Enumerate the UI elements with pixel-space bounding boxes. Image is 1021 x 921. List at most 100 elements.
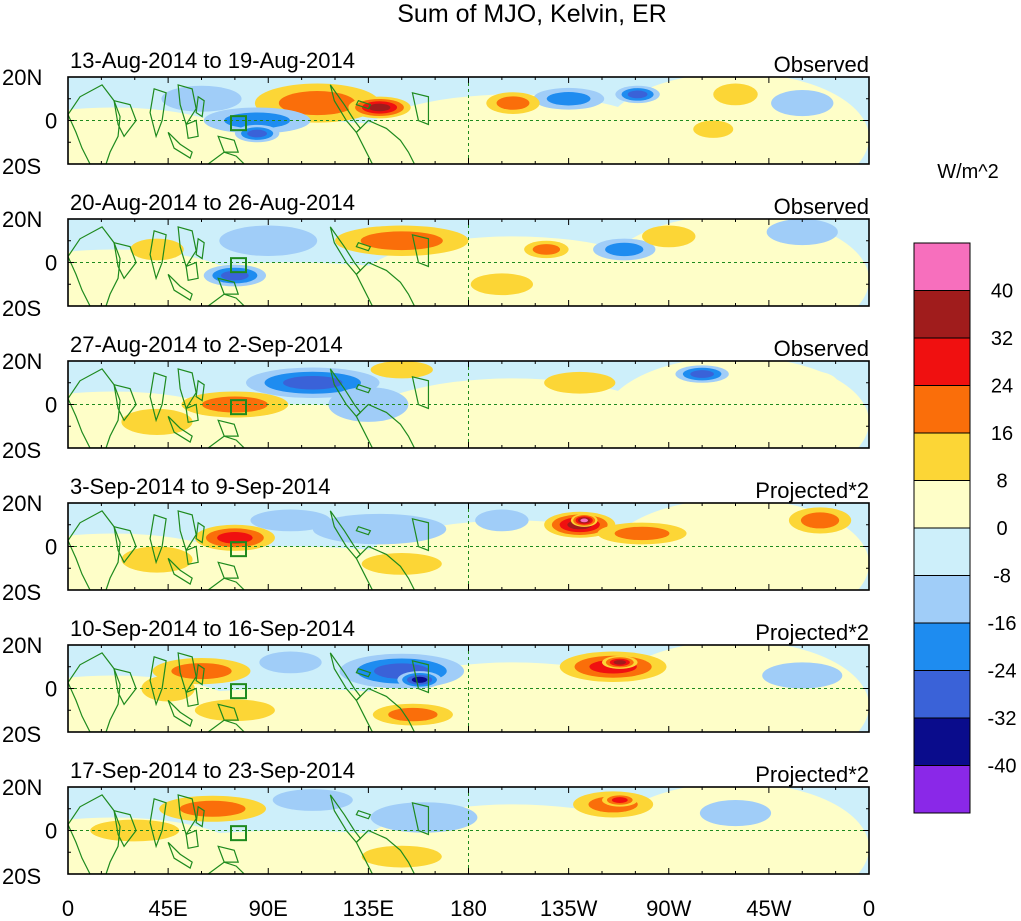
latitude-label: 0 (45, 535, 57, 560)
longitude-label: 0 (62, 896, 74, 921)
anomaly-contour (388, 707, 438, 722)
colorbar-swatch (913, 290, 971, 339)
anomaly-contour (112, 688, 469, 732)
anomaly-contour (713, 83, 758, 106)
anomaly-contour (283, 375, 343, 390)
anomaly-contour (171, 663, 232, 680)
anomaly-contour (112, 120, 469, 164)
anomaly-contour (475, 509, 529, 532)
anomaly-contour (496, 96, 530, 110)
latitude-label: 20N (2, 491, 42, 516)
region-box (230, 399, 247, 416)
colorbar-swatch (913, 385, 971, 434)
anomaly-contour (141, 675, 195, 702)
anomaly-contour (546, 92, 591, 106)
latitude-label: 20S (2, 438, 41, 463)
latitude-label: 0 (45, 819, 57, 844)
colorbar-swatch (913, 670, 971, 719)
colorbar-tick-label: 16 (991, 423, 1013, 445)
colorbar-swatch (913, 432, 971, 481)
colorbar-tick-label: 8 (996, 471, 1007, 493)
anomaly-contour (179, 800, 246, 817)
longitude-label: 135W (540, 896, 598, 921)
colorbar-swatch (913, 622, 971, 671)
anomaly-contour (771, 90, 834, 117)
colorbar-tick-label: -24 (988, 661, 1017, 683)
panel-date-range: 27-Aug-2014 to 2-Sep-2014 (70, 332, 343, 357)
colorbar-tick-label: 24 (991, 376, 1013, 398)
latitude-label: 0 (45, 109, 57, 134)
anomaly-contour (361, 553, 442, 575)
colorbar-swatch (913, 717, 971, 766)
anomaly-contour (544, 371, 616, 394)
colorbar-tick-label: 32 (991, 328, 1013, 350)
colorbar-swatch (913, 527, 971, 576)
colorbar-tick-label: -40 (988, 756, 1017, 778)
latitude-label: 20N (2, 775, 42, 800)
latitude-label: 20N (2, 349, 42, 374)
anomaly-contour (690, 370, 714, 378)
region-box (230, 257, 247, 274)
coastline (68, 795, 428, 874)
anomaly-contour (613, 660, 626, 665)
latitude-label: 0 (45, 251, 57, 276)
colorbar-tick-label: 0 (996, 518, 1007, 540)
panel-date-range: 17-Sep-2014 to 23-Sep-2014 (70, 758, 355, 783)
anomaly-contour (699, 800, 772, 827)
latitude-label: 20S (2, 580, 41, 605)
region-box (230, 115, 247, 132)
latitude-label: 20N (2, 633, 42, 658)
anomaly-contour (112, 262, 469, 306)
coastline (68, 369, 428, 448)
anomaly-contour (202, 396, 268, 413)
colorbar-tick-label: -16 (988, 613, 1017, 635)
panel-status-label: Observed (774, 52, 869, 77)
colorbar-tick-label: -8 (993, 566, 1011, 588)
anomaly-contour (278, 91, 356, 116)
coastline (68, 653, 428, 732)
panel-status-label: Projected*2 (755, 762, 869, 787)
anomaly-contour (361, 845, 442, 868)
anomaly-contour (217, 532, 253, 544)
region-box (230, 541, 247, 558)
anomaly-contour (247, 129, 268, 138)
latitude-label: 20S (2, 154, 41, 179)
colorbar-swatch (913, 242, 971, 291)
anomaly-contour (360, 231, 443, 251)
coastline (68, 85, 428, 164)
colorbar-tick-label: -32 (988, 708, 1017, 730)
anomaly-contour (766, 369, 838, 396)
anomaly-contour (642, 225, 696, 248)
colorbar: W/m^2 40 32 24 16 8 0 -8 -16 -24 -32 -40 (913, 161, 1017, 814)
colorbar-tick-label: 40 (991, 281, 1013, 303)
anomaly-contour (693, 120, 734, 138)
longitude-label: 0 (863, 896, 875, 921)
anomaly-contour (370, 802, 478, 833)
longitude-label: 45W (746, 896, 791, 921)
anomaly-contour (762, 662, 843, 689)
panel-date-range: 13-Aug-2014 to 19-Aug-2014 (70, 48, 355, 73)
anomaly-contour (614, 526, 670, 541)
panel-date-range: 10-Sep-2014 to 16-Sep-2014 (70, 616, 355, 641)
region-box (230, 825, 247, 842)
colorbar-swatch (913, 337, 971, 386)
region-box (230, 683, 247, 700)
anomaly-contour (470, 273, 534, 296)
latitude-label: 20S (2, 722, 41, 747)
panel-status-label: Projected*2 (755, 620, 869, 645)
colorbar-swatch (913, 765, 971, 814)
latitude-label: 0 (45, 677, 57, 702)
panel-status-label: Observed (774, 336, 869, 361)
anomaly-contour (130, 238, 184, 261)
panel-status-label: Projected*2 (755, 478, 869, 503)
anomaly-contour (766, 219, 838, 246)
anomaly-contour (627, 90, 648, 99)
anomaly-contour (370, 361, 433, 379)
